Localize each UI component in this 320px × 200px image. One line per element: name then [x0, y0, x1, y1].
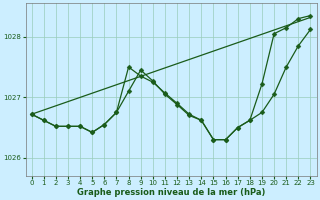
X-axis label: Graphe pression niveau de la mer (hPa): Graphe pression niveau de la mer (hPa) — [77, 188, 265, 197]
